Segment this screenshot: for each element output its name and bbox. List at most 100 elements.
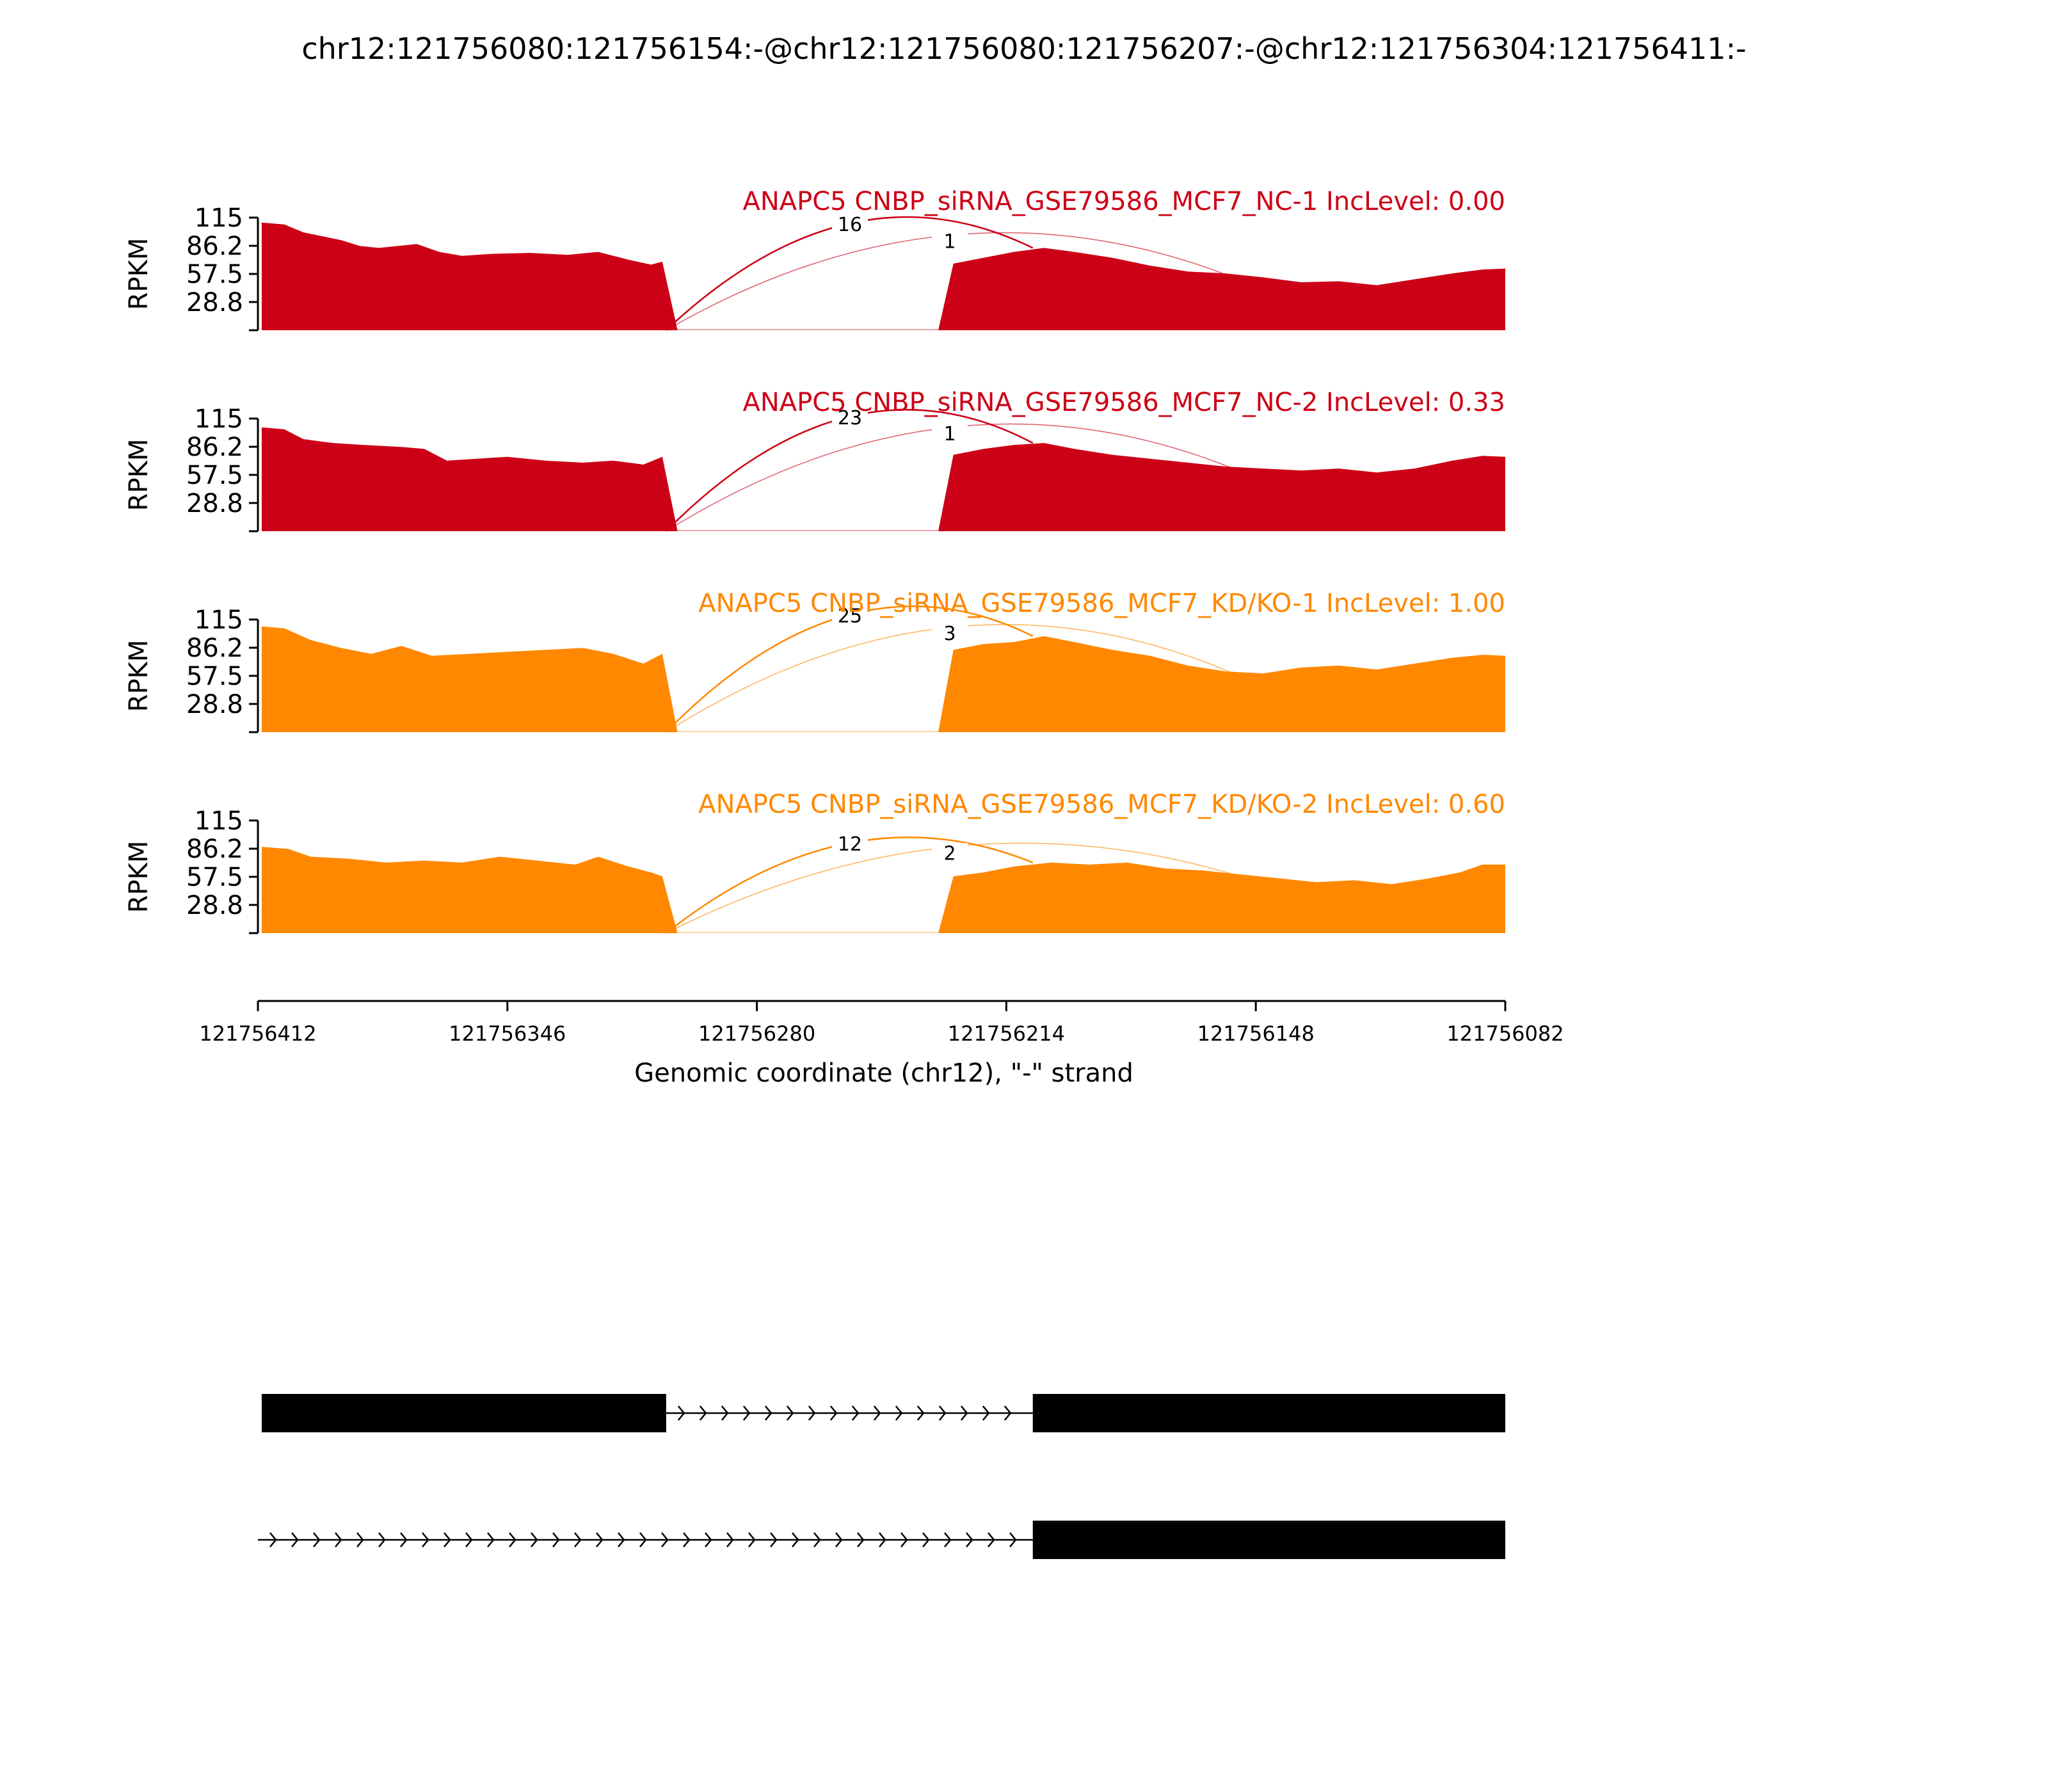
strand-arrow xyxy=(857,1532,865,1548)
y-tick-label: 86.2 xyxy=(186,433,243,462)
track-title: ANAPC5 CNBP_siRNA_GSE79586_MCF7_KD/KO-1 … xyxy=(698,589,1505,618)
strand-arrow xyxy=(748,1532,756,1548)
exon-block xyxy=(261,1394,666,1432)
strand-arrow xyxy=(1009,1532,1017,1548)
strand-arrow xyxy=(639,1532,647,1548)
y-tick-label: 86.2 xyxy=(186,835,243,864)
strand-arrow xyxy=(721,1405,729,1421)
y-tick-label: 115 xyxy=(195,605,243,635)
x-tick-label: 121756214 xyxy=(948,1021,1065,1046)
y-tick-label: 57.5 xyxy=(186,863,243,892)
strand-arrow xyxy=(531,1532,538,1548)
y-tick-label: 57.5 xyxy=(186,461,243,490)
strand-arrow xyxy=(792,1532,799,1548)
coverage-area xyxy=(261,427,1505,531)
junction-label: 16 xyxy=(838,214,862,236)
strand-arrow xyxy=(900,1532,908,1548)
strand-arrow xyxy=(944,1532,952,1548)
x-axis: Genomic coordinate (chr12), "-" strand 1… xyxy=(199,1000,1564,1088)
strand-arrow xyxy=(1004,1405,1012,1421)
transcript-models xyxy=(258,1394,1505,1559)
figure-title: chr12:121756080:121756154:-@chr12:121756… xyxy=(301,31,1746,66)
strand-arrow xyxy=(770,1532,778,1548)
strand-arrow xyxy=(313,1532,321,1548)
strand-arrow xyxy=(269,1532,277,1548)
strand-arrow xyxy=(574,1532,582,1548)
junction-label: 25 xyxy=(838,605,862,627)
y-tick-label: 115 xyxy=(195,806,243,836)
strand-arrow xyxy=(813,1532,821,1548)
junction-label: 12 xyxy=(838,833,862,856)
strand-arrow xyxy=(873,1405,881,1421)
strand-arrow xyxy=(829,1405,838,1421)
y-tick-label: 86.2 xyxy=(186,634,243,663)
y-tick-label: 115 xyxy=(195,204,243,233)
y-tick-label: 28.8 xyxy=(186,891,243,920)
strand-arrow xyxy=(808,1405,816,1421)
transcript-2 xyxy=(258,1521,1505,1559)
strand-arrow xyxy=(400,1532,408,1548)
x-tick-label: 121756280 xyxy=(698,1021,815,1046)
junction-label: 23 xyxy=(838,407,862,429)
strand-arrow xyxy=(960,1405,968,1421)
strand-arrow xyxy=(378,1532,386,1548)
strand-arrow xyxy=(938,1405,947,1421)
strand-arrow xyxy=(618,1532,625,1548)
strand-arrow xyxy=(764,1405,772,1421)
strand-arrow xyxy=(966,1532,973,1548)
exon-block xyxy=(1032,1521,1505,1559)
strand-arrow xyxy=(786,1405,794,1421)
strand-arrow xyxy=(661,1532,669,1548)
y-axis-label: RPKM xyxy=(124,640,154,712)
y-tick-label: 28.8 xyxy=(186,489,243,518)
junction-label: 1 xyxy=(943,423,956,445)
strand-arrow xyxy=(444,1532,451,1548)
junction-label: 2 xyxy=(943,842,956,865)
x-axis-label: Genomic coordinate (chr12), "-" strand xyxy=(634,1059,1133,1088)
y-tick-label: 115 xyxy=(195,404,243,434)
coverage-area xyxy=(261,847,1505,933)
coverage-area xyxy=(261,626,1505,732)
strand-arrow xyxy=(596,1532,604,1548)
junction-label: 3 xyxy=(943,623,956,645)
junction-label-bg xyxy=(832,214,868,237)
y-tick-label: 86.2 xyxy=(186,232,243,261)
junction-label-bg xyxy=(932,231,968,253)
strand-arrow xyxy=(988,1532,995,1548)
strand-arrow xyxy=(705,1532,712,1548)
x-tick-label: 121756148 xyxy=(1197,1021,1315,1046)
strand-arrow xyxy=(916,1405,925,1421)
strand-arrow xyxy=(422,1532,429,1548)
exon-block xyxy=(1032,1394,1505,1432)
junction-label-bg xyxy=(832,834,868,856)
strand-arrow xyxy=(726,1532,734,1548)
track-title: ANAPC5 CNBP_siRNA_GSE79586_MCF7_KD/KO-2 … xyxy=(698,790,1505,819)
junction-label-bg xyxy=(932,843,968,865)
y-axis-label: RPKM xyxy=(124,439,154,511)
strand-arrow xyxy=(509,1532,516,1548)
x-tick-label: 121756082 xyxy=(1446,1021,1564,1046)
y-tick-label: 28.8 xyxy=(186,288,243,317)
strand-arrow xyxy=(356,1532,364,1548)
strand-arrow xyxy=(895,1405,903,1421)
track-title: ANAPC5 CNBP_siRNA_GSE79586_MCF7_NC-1 Inc… xyxy=(742,187,1505,216)
strand-arrow xyxy=(465,1532,473,1548)
strand-arrow xyxy=(677,1405,685,1421)
strand-arrow xyxy=(699,1405,707,1421)
strand-arrow xyxy=(742,1405,751,1421)
strand-arrow xyxy=(291,1532,299,1548)
strand-arrow xyxy=(487,1532,495,1548)
strand-arrow xyxy=(683,1532,691,1548)
junction-label-bg xyxy=(832,605,868,628)
y-axis-label: RPKM xyxy=(124,841,154,913)
junction-label-bg xyxy=(932,423,968,445)
strand-arrow xyxy=(335,1532,342,1548)
junction-label: 1 xyxy=(943,231,956,253)
y-tick-label: 57.5 xyxy=(186,260,243,289)
